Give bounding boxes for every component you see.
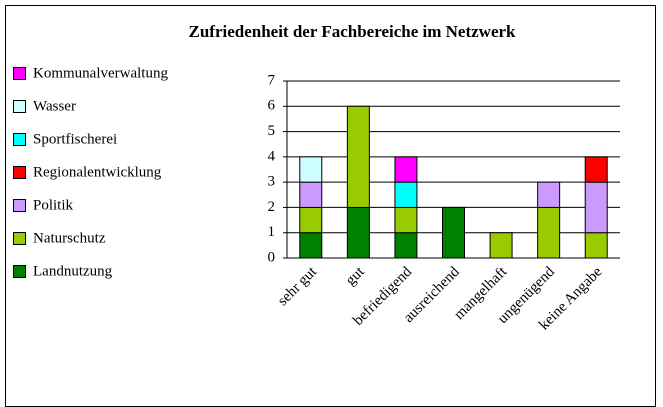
bar-segment bbox=[537, 206, 561, 259]
legend-label: Kommunalverwaltung bbox=[33, 65, 168, 81]
bar-segment bbox=[394, 156, 418, 183]
bar-segment bbox=[394, 232, 418, 259]
bar-segment bbox=[299, 156, 323, 183]
bar-segment bbox=[394, 206, 418, 234]
legend-label: Politik bbox=[33, 197, 74, 213]
legend-swatch bbox=[13, 166, 26, 179]
legend-label: Landnutzung bbox=[33, 263, 113, 279]
legend-label: Naturschutz bbox=[33, 230, 106, 246]
bar-segment bbox=[299, 181, 323, 208]
bar-segment bbox=[299, 232, 323, 259]
y-tick-label: 1 bbox=[268, 224, 276, 240]
bar-segment bbox=[489, 232, 513, 259]
y-tick-label: 7 bbox=[268, 72, 276, 88]
bar-segment bbox=[346, 105, 370, 208]
legend-swatch bbox=[13, 265, 26, 278]
y-tick-label: 2 bbox=[268, 199, 276, 215]
bar-segment bbox=[346, 206, 370, 259]
legend-swatch bbox=[13, 133, 26, 146]
bar-segment bbox=[394, 181, 418, 208]
bar-segment bbox=[584, 181, 608, 234]
y-tick-label: 5 bbox=[268, 123, 276, 139]
legend-swatch bbox=[13, 100, 26, 113]
bar-segment bbox=[584, 156, 608, 183]
bar-segment bbox=[442, 206, 465, 259]
y-tick-label: 6 bbox=[268, 98, 276, 114]
y-tick-label: 3 bbox=[268, 174, 276, 190]
bar-segment bbox=[584, 232, 608, 259]
chart-title: Zufriedenheit der Fachbereiche im Netzwe… bbox=[188, 22, 516, 41]
bar-segment bbox=[299, 206, 323, 234]
bar-segment bbox=[537, 181, 561, 208]
legend-label: Wasser bbox=[33, 98, 76, 114]
legend-swatch bbox=[13, 67, 26, 80]
legend-label: Sportfischerei bbox=[33, 131, 117, 147]
y-tick-label: 0 bbox=[268, 249, 276, 265]
legend-swatch bbox=[13, 199, 26, 212]
y-tick-label: 4 bbox=[268, 148, 276, 164]
legend-swatch bbox=[13, 232, 26, 245]
legend-label: Regionalentwicklung bbox=[33, 164, 162, 180]
